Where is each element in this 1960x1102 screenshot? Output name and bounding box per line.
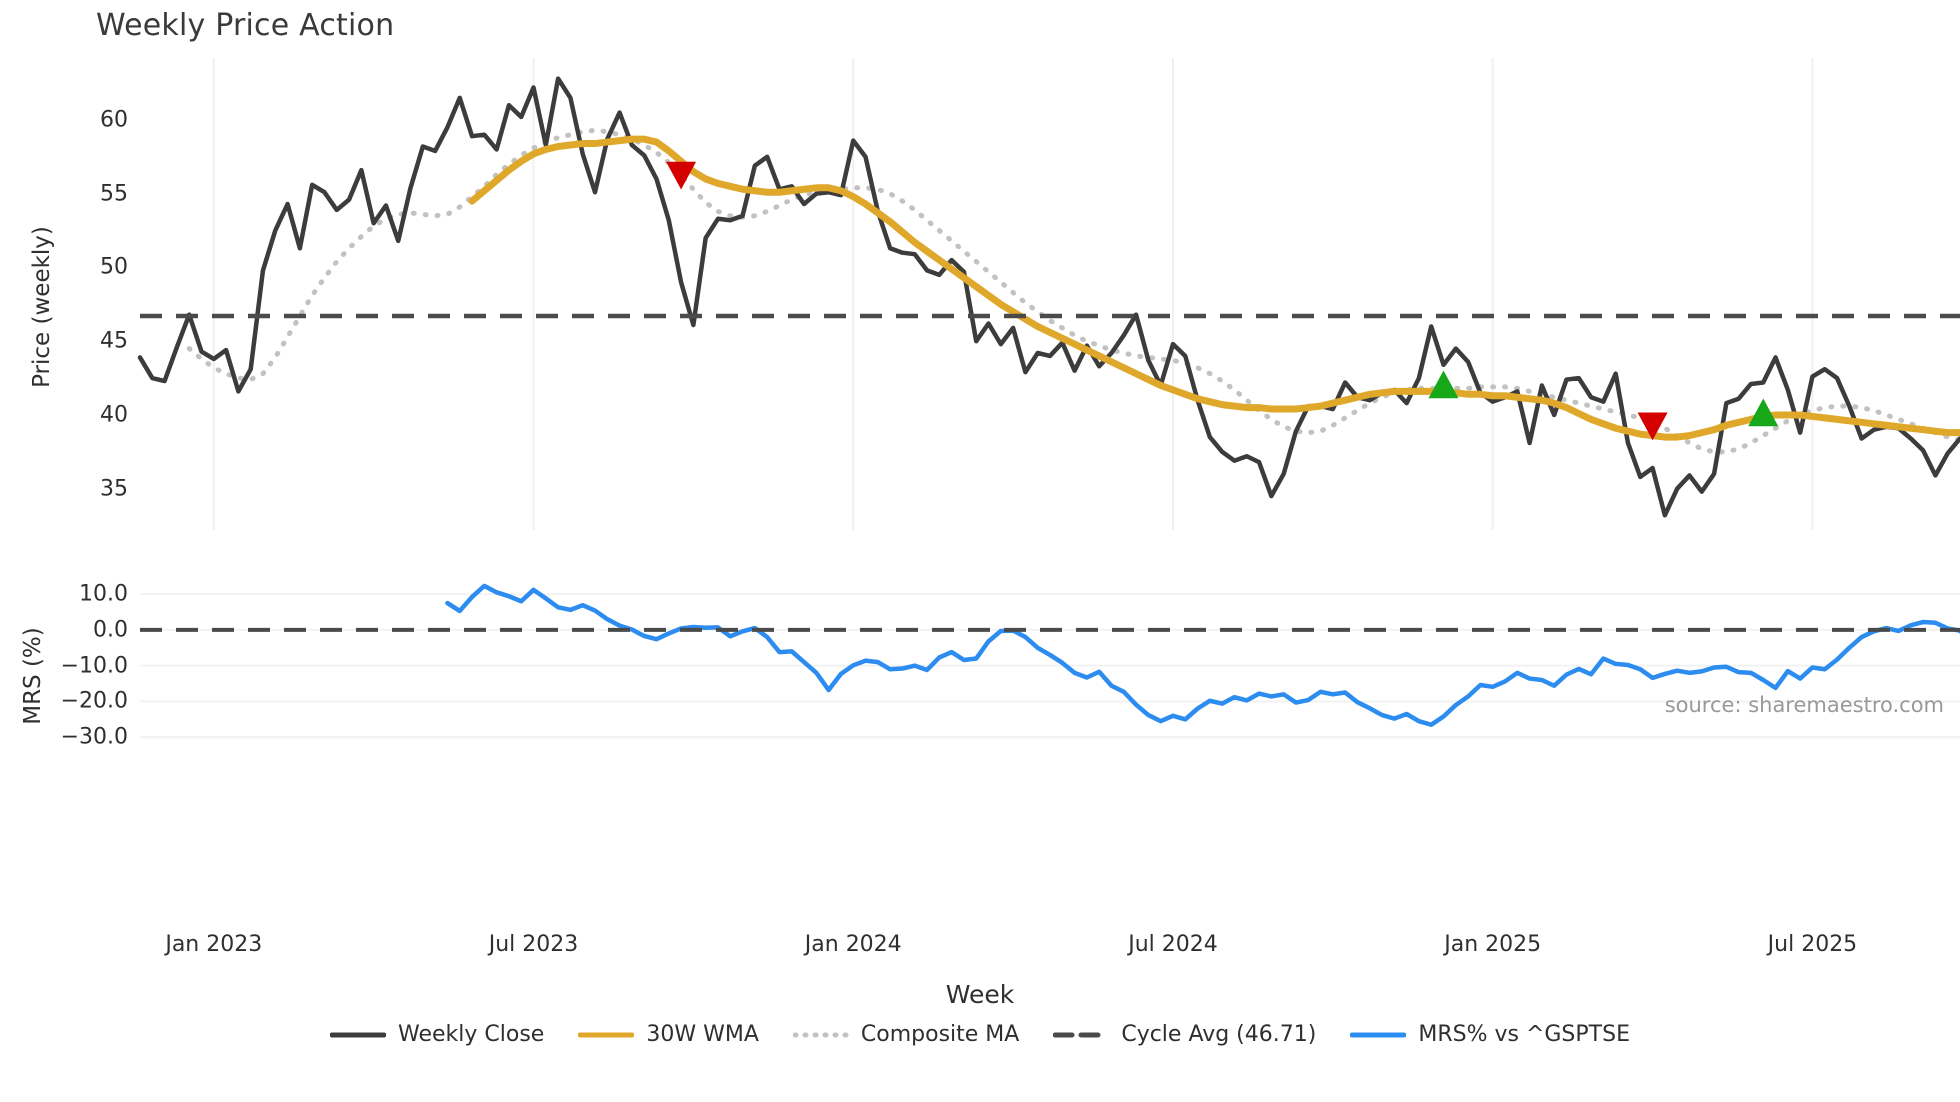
- price-plot-area: [137, 58, 1960, 530]
- legend-key-solid: [1350, 1032, 1407, 1037]
- y-tick-label: 0.0: [93, 617, 128, 643]
- x-tick-label: Jul 2024: [1128, 932, 1218, 957]
- legend-label: Composite MA: [860, 1022, 1020, 1047]
- source-watermark: source: sharemaestro.com: [1664, 693, 1944, 717]
- mrs-y-axis-ticks: 10.0 0.0 −10.0 −20.0 −30.0: [0, 578, 128, 750]
- legend-item-composite-ma[interactable]: Composite MA: [792, 1022, 1020, 1047]
- legend-label: MRS% vs ^GSPTSE: [1418, 1022, 1630, 1047]
- y-tick-label: 35: [100, 476, 128, 502]
- y-tick-label: −10.0: [60, 653, 128, 679]
- y-tick-label: 40: [100, 402, 128, 428]
- sell-signal-marker: [666, 161, 697, 190]
- legend-key-dotted: [792, 1032, 849, 1037]
- series-weekly-close: [137, 76, 1960, 518]
- buy-signal-marker: [1748, 398, 1779, 427]
- series-mrs-percent: [445, 583, 1960, 727]
- legend-item-30w-wma[interactable]: 30W WMA: [578, 1022, 759, 1047]
- legend-item-mrs-vs-gsptse[interactable]: MRS% vs ^GSPTSE: [1350, 1022, 1630, 1047]
- price-y-axis-label: Price (weekly): [29, 226, 55, 388]
- y-tick-label: 10.0: [79, 581, 128, 607]
- x-tick-label: Jul 2025: [1767, 932, 1858, 957]
- y-tick-label: 60: [100, 107, 128, 133]
- y-tick-label: 50: [100, 254, 128, 280]
- legend-label: 30W WMA: [646, 1022, 759, 1047]
- price-chart-svg: [137, 58, 1960, 530]
- series-composite-ma: [186, 127, 1960, 455]
- x-tick-label: Jul 2023: [488, 932, 579, 957]
- legend-key-solid: [578, 1032, 635, 1037]
- y-tick-label: −30.0: [60, 724, 128, 750]
- sell-signal-marker: [1637, 412, 1668, 441]
- chart-legend: Weekly Close 30W WMA Composite MA Cycle Avg…: [0, 1022, 1960, 1047]
- legend-item-weekly-close[interactable]: Weekly Close: [330, 1022, 544, 1047]
- price-y-axis-ticks: 35 40 45 50 55 60: [0, 58, 128, 530]
- x-axis-label: Week: [945, 980, 1015, 1009]
- y-tick-label: −20.0: [60, 688, 128, 714]
- legend-key-solid: [330, 1032, 387, 1037]
- mrs-chart-svg: [140, 583, 1960, 739]
- legend-label: Cycle Avg (46.71): [1121, 1022, 1317, 1047]
- series-30w-wma: [468, 135, 1960, 441]
- mrs-y-axis-label: MRS (%): [20, 627, 46, 725]
- legend-item-cycle-avg-46-71[interactable]: Cycle Avg (46.71): [1053, 1022, 1316, 1047]
- legend-key-dashed: [1053, 1032, 1110, 1037]
- y-tick-label: 45: [100, 328, 128, 354]
- page-title: Weekly Price Action: [96, 8, 395, 43]
- x-tick-label: Jan 2024: [804, 932, 902, 957]
- legend-label: Weekly Close: [398, 1022, 545, 1047]
- buy-signal-marker: [1428, 370, 1459, 399]
- mrs-plot-area: [140, 578, 1960, 748]
- y-tick-label: 55: [100, 181, 128, 207]
- x-tick-label: Jan 2023: [165, 932, 263, 957]
- x-tick-label: Jan 2025: [1444, 932, 1542, 957]
